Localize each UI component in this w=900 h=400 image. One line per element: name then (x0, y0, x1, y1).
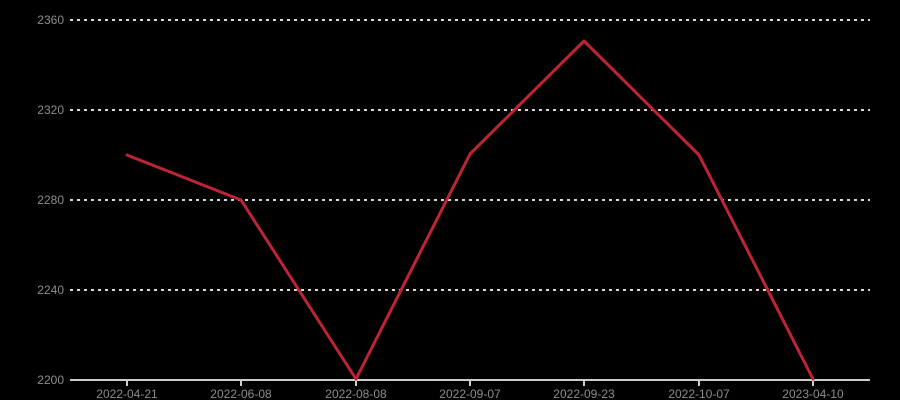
svg-text:2280: 2280 (37, 193, 64, 207)
svg-text:2240: 2240 (37, 283, 64, 297)
svg-text:2022-04-21: 2022-04-21 (96, 387, 158, 400)
svg-text:2022-10-07: 2022-10-07 (668, 387, 730, 400)
svg-text:2022-06-08: 2022-06-08 (210, 387, 272, 400)
svg-text:2360: 2360 (37, 13, 64, 27)
svg-text:2320: 2320 (37, 103, 64, 117)
svg-text:2023-04-10: 2023-04-10 (782, 387, 844, 400)
svg-text:2200: 2200 (37, 373, 64, 387)
svg-text:2022-09-23: 2022-09-23 (553, 387, 615, 400)
svg-text:2022-09-07: 2022-09-07 (439, 387, 501, 400)
svg-text:2022-08-08: 2022-08-08 (325, 387, 387, 400)
